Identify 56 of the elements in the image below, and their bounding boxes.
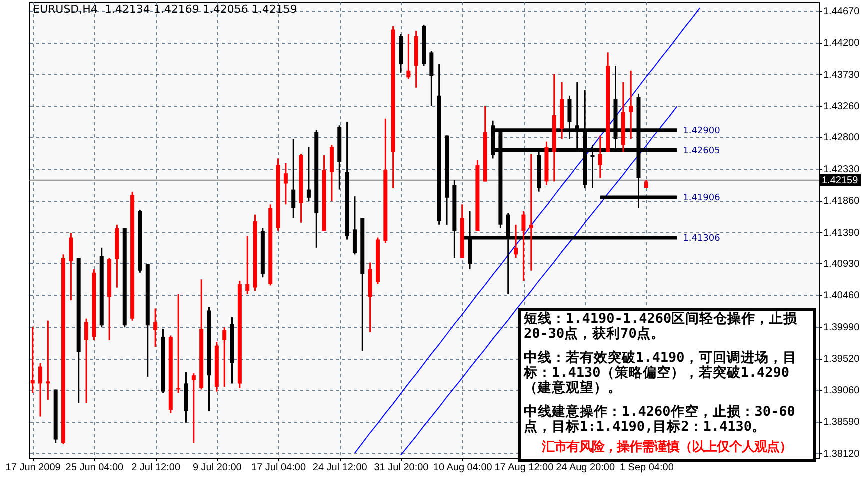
- x-tick-label: 24 Aug 20:00: [556, 462, 616, 474]
- x-tick-label: 31 Jul 20:00: [374, 462, 430, 474]
- annotation: 短线：1.4190-1.4260区间轻仓操作，止损20-30点，获利70点。: [524, 311, 799, 342]
- y-tick-label: 1.41860: [824, 196, 860, 208]
- candlestick: [292, 138, 296, 219]
- candlestick: [192, 372, 196, 444]
- y-tick-label: 1.44670: [824, 6, 860, 18]
- candlestick: [529, 153, 534, 272]
- candlestick: [629, 70, 634, 140]
- y-tick-label: 1.40460: [824, 290, 860, 302]
- y-tick-label: 1.44200: [824, 38, 860, 50]
- annotation: 汇市有风险，操作需谨慎（以上仅个人观点）: [541, 440, 793, 455]
- y-tick-label: 1.39990: [824, 322, 860, 334]
- x-tick-label: 2 Jul 12:00: [132, 462, 181, 474]
- y-tick-label: 1.42330: [824, 164, 860, 176]
- candlestick: [430, 50, 434, 107]
- y-tick-label: 1.38120: [824, 448, 860, 460]
- candlestick: [222, 326, 227, 388]
- series-label: 1.42900: [683, 126, 721, 136]
- candlestick: [284, 162, 288, 206]
- x-tick-label: 25 Jun 04:00: [66, 462, 124, 474]
- x-tick-label: 9 Jul 20:00: [192, 462, 242, 474]
- candlestick: [246, 236, 250, 296]
- candlestick: [38, 362, 43, 418]
- candlestick: [406, 34, 411, 80]
- candlestick: [514, 224, 518, 259]
- y-tick-label: 1.39520: [824, 354, 860, 366]
- y-tick-label: 1.38590: [824, 417, 860, 428]
- candlestick: [69, 232, 74, 302]
- candlestick: [46, 320, 50, 401]
- chart-title: EURUSD,H4 1.42134 1.42169 1.42056 1.42159: [33, 3, 298, 16]
- y-tick-label: 1.41390: [824, 228, 860, 239]
- candlestick: [306, 146, 311, 202]
- x-tick-label: 17 Aug 12:00: [494, 462, 554, 474]
- series-label: 1.42605: [683, 146, 720, 156]
- y-tick-label: 1.40930: [824, 258, 860, 270]
- x-tick-label: 17 Jun 2009: [6, 462, 62, 474]
- candlestick: [154, 308, 158, 348]
- candlestick: [176, 294, 181, 394]
- candlestick: [84, 318, 89, 404]
- candlestick: [598, 135, 602, 180]
- x-tick-label: 17 Jul 04:00: [252, 462, 306, 474]
- annotation: 中线建意操作：1.4260作空，止损：30-60点，目标1:1.4190,目标2：1.4130。: [524, 404, 796, 435]
- y-tick-label: 1.43730: [824, 70, 860, 81]
- candlestick: [352, 196, 357, 256]
- annotation: 中线：若有效突破1.4190，可回调进场，目标：1.4130（策略偏空），若突破1.4290（建意观望）。: [524, 350, 798, 396]
- ref-line-label: 1.42159: [822, 175, 859, 186]
- x-tick-label: 24 Jul 12:00: [312, 462, 368, 474]
- y-tick-label: 1.42800: [824, 132, 860, 144]
- x-tick-label: 10 Aug 04:00: [433, 462, 493, 474]
- series-label: 1.41306: [683, 234, 721, 244]
- y-tick-label: 1.39060: [824, 385, 860, 396]
- x-tick-label: 1 Sep 04:00: [620, 462, 674, 474]
- y-tick-label: 1.43260: [824, 102, 860, 113]
- series-label: 1.41906: [683, 194, 721, 204]
- candlestick: [522, 210, 526, 282]
